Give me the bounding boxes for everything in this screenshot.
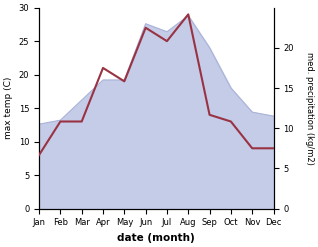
X-axis label: date (month): date (month) [117,233,195,243]
Y-axis label: max temp (C): max temp (C) [4,77,13,139]
Y-axis label: med. precipitation (kg/m2): med. precipitation (kg/m2) [305,52,314,165]
